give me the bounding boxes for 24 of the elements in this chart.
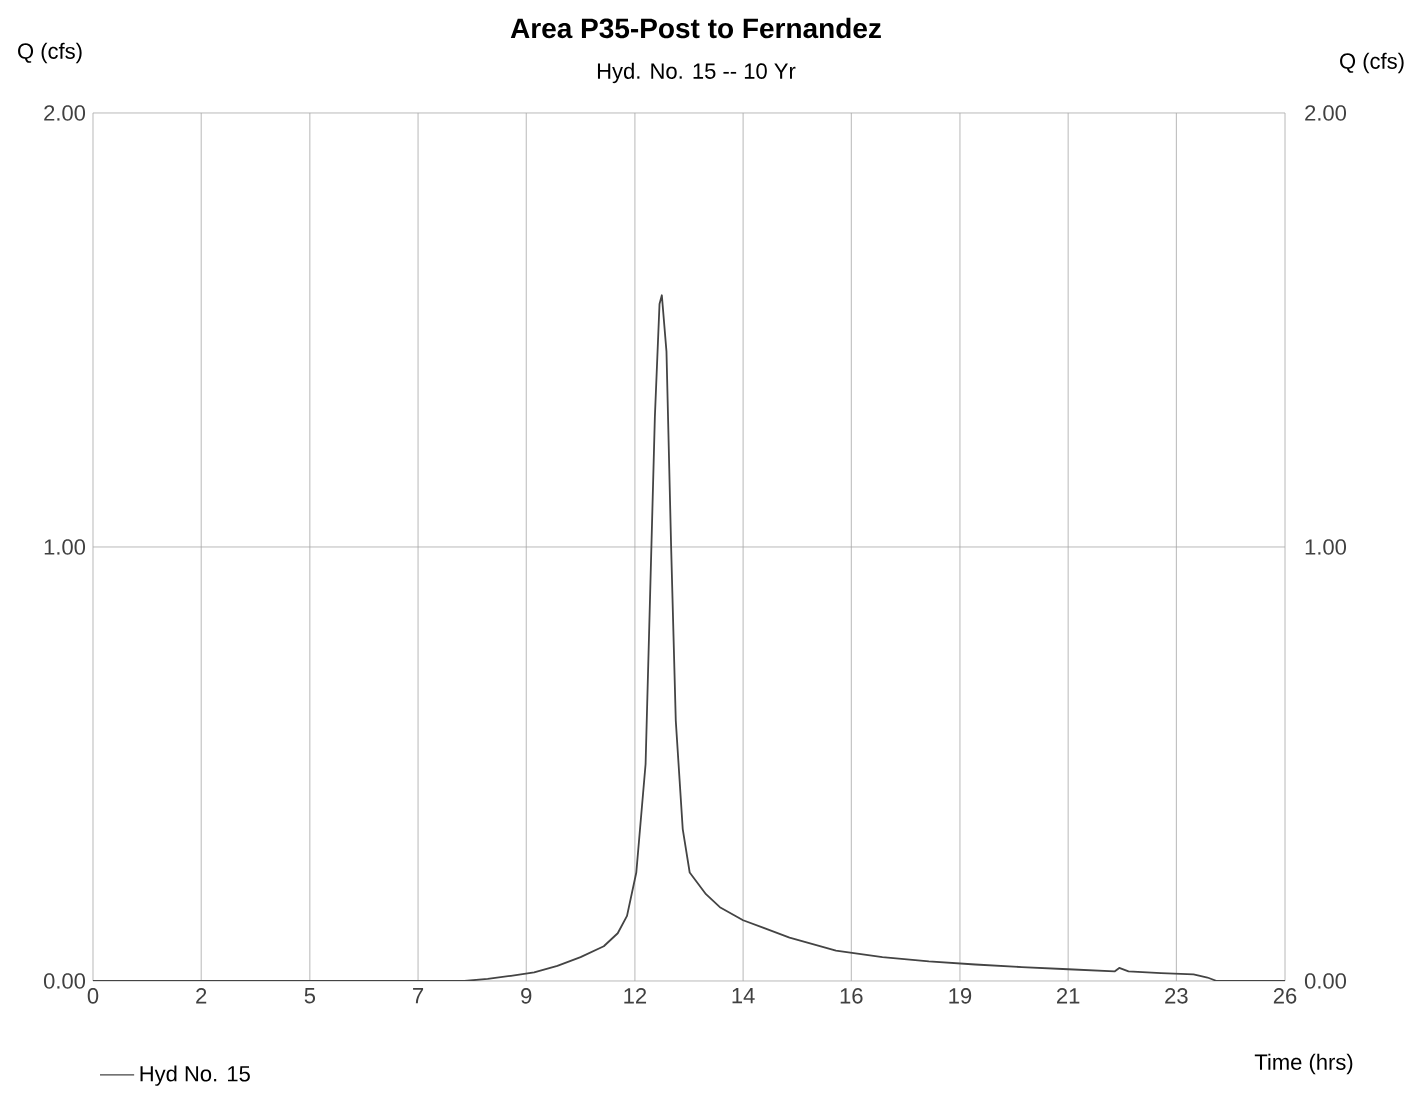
x-tick-label: 5 — [304, 988, 316, 1004]
y-axis-title: Q (cfs) — [18, 42, 82, 64]
x-tick-label: 16 — [840, 988, 863, 1004]
y2-tick-label: 0.00 — [1304, 973, 1347, 989]
x-tick-label: 14 — [732, 988, 755, 1004]
x-tick-label: 7 — [413, 988, 424, 1004]
y2-tick-label: 1.00 — [1305, 539, 1347, 555]
x-tick-label: 0 — [87, 988, 99, 1004]
y-tick-label: 2.00 — [44, 105, 86, 121]
x-tick-label: 26 — [1273, 988, 1297, 1004]
x-tick-label: 9 — [521, 988, 532, 1004]
y2-axis-title: Q (cfs) — [1340, 52, 1404, 74]
chart-subtitle: Hyd. No. 15 -- 10 Yr — [597, 62, 796, 84]
x-tick-label: 19 — [949, 988, 972, 1004]
y-tick-label: 1.00 — [44, 539, 86, 555]
legend-label: Hyd No. 15 — [140, 1065, 250, 1086]
x-tick-label: 2 — [196, 988, 207, 1004]
x-tick-label: 21 — [1057, 988, 1080, 1004]
y-tick-label: 0.00 — [43, 973, 86, 989]
x-tick-label: 23 — [1165, 988, 1188, 1004]
y2-tick-label: 2.00 — [1305, 105, 1347, 121]
chart-title: Area P35-Post to Fernandez — [510, 17, 881, 39]
x-tick-label: 12 — [624, 988, 647, 1004]
x-axis-title: Time (hrs) — [1254, 1053, 1353, 1075]
